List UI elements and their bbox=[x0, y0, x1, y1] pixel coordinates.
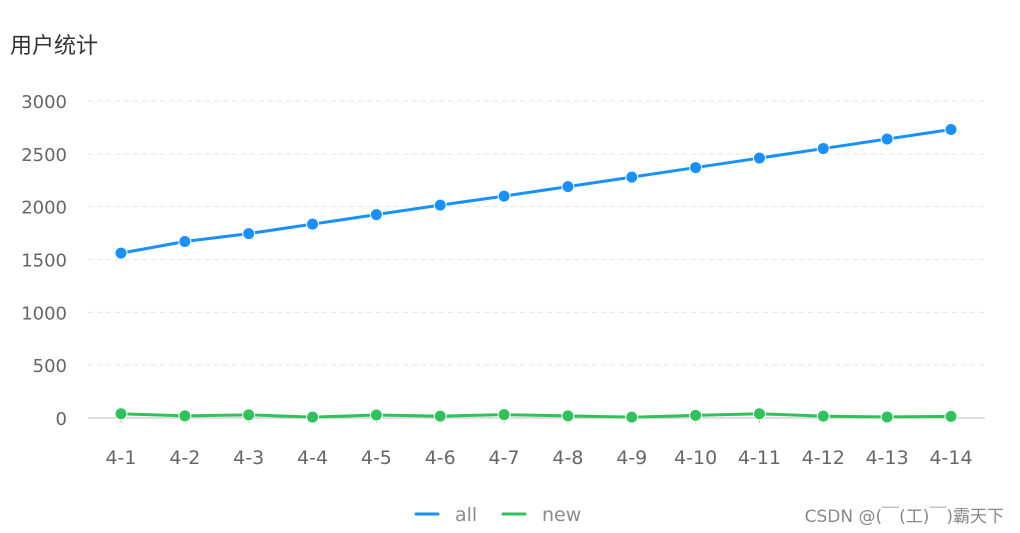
series-line-new bbox=[119, 412, 953, 419]
data-point-new bbox=[114, 407, 128, 421]
x-tick-label: 4-11 bbox=[738, 447, 781, 469]
data-point-new bbox=[880, 410, 894, 424]
y-tick-label: 1000 bbox=[21, 303, 67, 324]
data-point-new bbox=[306, 410, 320, 424]
series-line-all bbox=[119, 128, 953, 255]
data-point-new bbox=[369, 408, 383, 422]
x-tick-label: 4-6 bbox=[425, 447, 456, 469]
x-tick-label: 4-2 bbox=[169, 447, 200, 469]
data-point-all bbox=[561, 180, 575, 194]
data-point-new bbox=[944, 409, 958, 423]
data-point-all bbox=[433, 198, 447, 212]
x-tick-label: 4-13 bbox=[866, 447, 909, 469]
watermark: CSDN @(￣(工)￣)霸天下 bbox=[804, 507, 1004, 527]
data-point-new bbox=[561, 409, 575, 423]
legend-label-new: new bbox=[542, 504, 581, 526]
data-point-new bbox=[816, 409, 830, 423]
series-group bbox=[114, 123, 958, 424]
data-point-all bbox=[114, 246, 128, 260]
y-tick-label: 500 bbox=[33, 356, 67, 377]
chart-title: 用户统计 bbox=[10, 34, 99, 59]
x-tick-label: 4-1 bbox=[105, 447, 136, 469]
legend: all new bbox=[414, 504, 581, 526]
data-point-all bbox=[689, 161, 703, 175]
data-point-all bbox=[944, 123, 958, 137]
x-tick-label: 4-9 bbox=[616, 447, 647, 469]
x-tick-label: 4-12 bbox=[802, 447, 845, 469]
data-point-new bbox=[689, 408, 703, 422]
x-tick-label: 4-7 bbox=[489, 447, 520, 469]
x-tick-label: 4-14 bbox=[929, 447, 972, 469]
y-tick-label: 2000 bbox=[21, 198, 67, 219]
data-point-all bbox=[816, 142, 830, 156]
y-tick-label: 2500 bbox=[21, 145, 67, 166]
x-tick-label: 4-3 bbox=[233, 447, 264, 469]
y-tick-label: 0 bbox=[56, 409, 67, 430]
x-tick-label: 4-10 bbox=[674, 447, 717, 469]
data-point-all bbox=[497, 189, 511, 203]
data-point-new bbox=[178, 409, 192, 423]
series-new bbox=[114, 407, 958, 424]
x-tick-label: 4-5 bbox=[361, 447, 392, 469]
x-tick-label: 4-4 bbox=[297, 447, 328, 469]
series-all bbox=[114, 123, 958, 260]
y-tick-label: 1500 bbox=[21, 251, 67, 272]
y-tick-label: 3000 bbox=[21, 92, 67, 113]
legend-item-all[interactable]: all bbox=[414, 504, 477, 526]
data-point-all bbox=[306, 217, 320, 231]
data-point-all bbox=[369, 208, 383, 222]
data-point-all bbox=[880, 132, 894, 146]
y-axis-tick-labels: 0 500 1000 1500 2000 2500 3000 bbox=[21, 92, 67, 430]
x-axis-tick-labels: 4-1 4-2 4-3 4-4 4-5 4-6 4-7 4-8 4-9 4-10 4-11 4-12 4… bbox=[105, 418, 973, 469]
data-point-new bbox=[433, 409, 447, 423]
data-point-all bbox=[752, 151, 766, 165]
grid-lines bbox=[88, 100, 985, 366]
legend-label-all: all bbox=[455, 504, 477, 526]
data-point-all bbox=[625, 170, 639, 184]
data-point-new bbox=[242, 408, 256, 422]
data-point-all bbox=[242, 227, 256, 241]
data-point-new bbox=[752, 407, 766, 421]
data-point-all bbox=[178, 235, 192, 249]
legend-item-new[interactable]: new bbox=[501, 504, 581, 526]
data-point-new bbox=[497, 408, 511, 422]
x-tick-label: 4-8 bbox=[552, 447, 583, 469]
data-point-new bbox=[625, 410, 639, 424]
